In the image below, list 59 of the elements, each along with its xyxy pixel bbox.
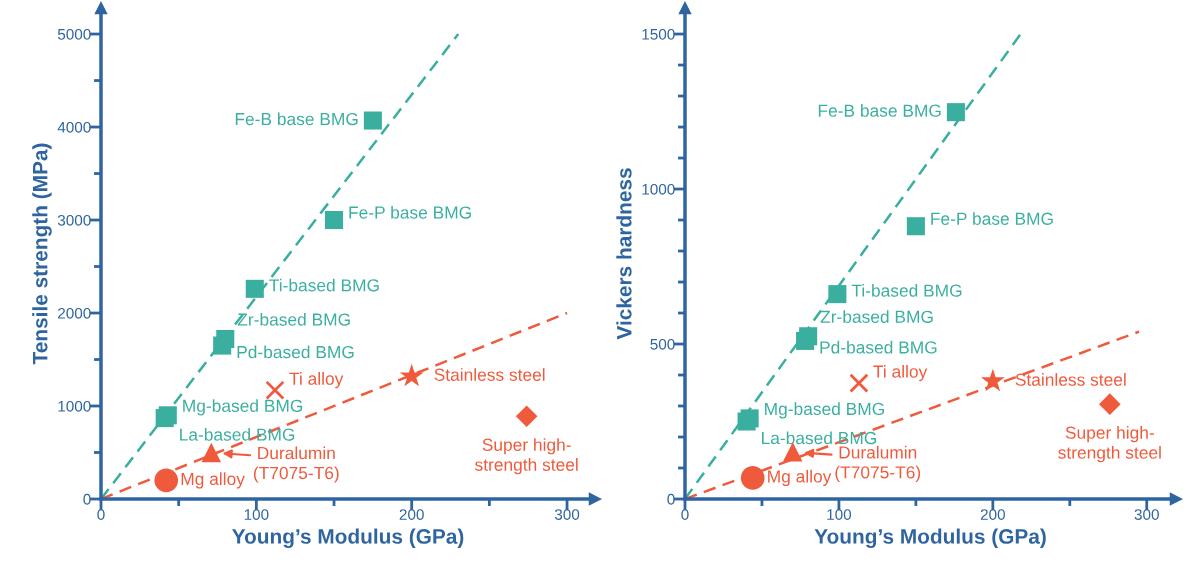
legend-label: Duralumin (T7075-T6) <box>253 446 339 483</box>
series-label: Ti-based BMG <box>851 284 962 297</box>
point <box>1099 393 1121 415</box>
x-tick-label: 100 <box>827 509 852 520</box>
y-tick-label: 500 <box>650 338 675 350</box>
x-tick-label: 300 <box>1134 509 1159 520</box>
series-label: Fe-P base BMG <box>931 212 1053 225</box>
legend-label: Duralumin (T7075-T6) <box>835 445 921 482</box>
y-tick-label: 1000 <box>58 400 91 412</box>
x-tick-label: 200 <box>980 509 1005 520</box>
point <box>201 442 222 463</box>
point <box>515 405 538 428</box>
series-label: La-based BMG <box>180 428 295 441</box>
x-axis-title: Young’s Modulus (GPa) <box>814 528 1046 549</box>
series-label: Ti alloy <box>289 372 344 389</box>
y-tick-label: 3000 <box>57 214 91 226</box>
point <box>324 210 344 230</box>
series-label: Ti-based BMG <box>269 278 379 292</box>
y-axis-title: Tensile strength (MPa) <box>32 143 52 365</box>
series-label: Super high- strength steel <box>1058 426 1161 463</box>
series-label: Stainless steel <box>1015 373 1126 386</box>
y-tick-label: 1000 <box>642 183 675 195</box>
series-label: Pd-based BMG <box>820 340 937 354</box>
point <box>828 285 847 304</box>
point <box>946 103 965 122</box>
y-tick-label: 4000 <box>57 121 91 133</box>
point <box>154 468 179 493</box>
series-label: Fe-P base BMG <box>349 205 471 219</box>
y-tick-label: 5000 <box>57 28 91 40</box>
series-label: Ti alloy <box>873 364 928 382</box>
x-tick-label: 300 <box>554 509 580 520</box>
point <box>740 466 765 490</box>
point <box>213 336 232 355</box>
point <box>980 368 1005 392</box>
point <box>363 111 382 130</box>
series-label: Fe-B base BMG <box>818 104 941 117</box>
point <box>906 217 925 236</box>
series-label: Mg alloy <box>768 469 832 487</box>
y-tick-label: 1500 <box>642 28 675 40</box>
series-label: Fe-B base BMG <box>235 112 358 126</box>
point <box>796 331 815 350</box>
series-label: Zr-based BMG <box>820 310 933 323</box>
point <box>245 279 264 298</box>
series-label: Stainless steel <box>434 368 545 381</box>
x-tick-label: 100 <box>244 509 269 520</box>
series-label: Mg-based BMG <box>183 399 303 416</box>
point <box>399 363 424 387</box>
y-tick-label: 2000 <box>58 307 91 319</box>
series-label: Mg alloy <box>181 472 245 489</box>
x-tick-label: 200 <box>399 509 424 520</box>
series-label: Pd-based BMG <box>237 345 354 359</box>
y-axis-title: Vickers hardness <box>616 168 632 340</box>
series-label: Zr-based BMG <box>237 312 350 326</box>
series-label: Mg-based BMG <box>765 402 884 419</box>
point <box>265 380 285 400</box>
series-label: La-based BMG <box>761 431 877 445</box>
series-label: Super high- strength steel <box>475 438 578 475</box>
x-axis-title: Young’s Modulus (GPa) <box>232 528 464 549</box>
point <box>849 373 869 393</box>
